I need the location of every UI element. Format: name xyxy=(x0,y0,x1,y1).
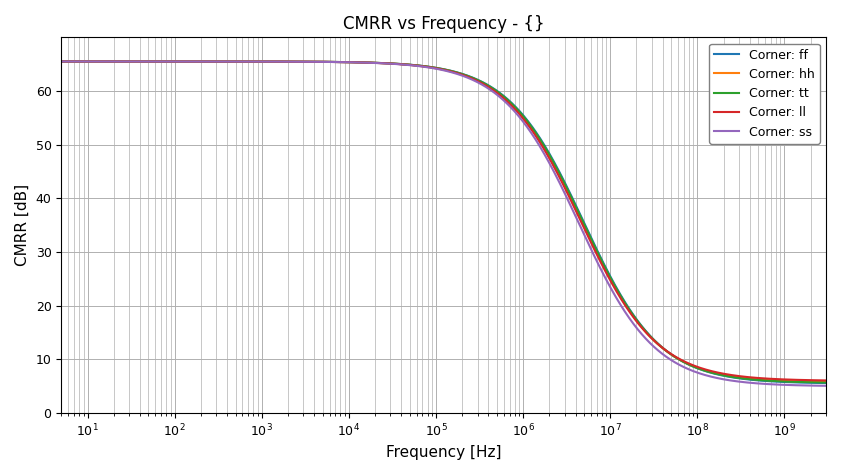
Corner: hh: (1.16e+04, 65.4): hh: (1.16e+04, 65.4) xyxy=(350,59,360,65)
Corner: ss: (1.16e+04, 65.3): ss: (1.16e+04, 65.3) xyxy=(350,59,360,65)
Corner: ll: (166, 65.5): ll: (166, 65.5) xyxy=(189,58,199,64)
Line: Corner: tt: Corner: tt xyxy=(61,61,826,382)
Corner: ll: (5, 65.5): ll: (5, 65.5) xyxy=(56,58,66,64)
Corner: ff: (166, 65.5): ff: (166, 65.5) xyxy=(189,58,199,64)
Corner: ss: (3e+09, 5.09): ss: (3e+09, 5.09) xyxy=(821,383,831,389)
Corner: ll: (50.1, 65.5): ll: (50.1, 65.5) xyxy=(144,58,154,64)
Corner: hh: (166, 65.5): hh: (166, 65.5) xyxy=(189,58,199,64)
Corner: tt: (2.29e+08, 6.86): tt: (2.29e+08, 6.86) xyxy=(723,373,733,379)
Corner: ss: (2.02e+09, 5.13): ss: (2.02e+09, 5.13) xyxy=(806,383,816,389)
Corner: hh: (3e+09, 5.8): hh: (3e+09, 5.8) xyxy=(821,379,831,385)
Corner: tt: (2.79e+04, 65.2): tt: (2.79e+04, 65.2) xyxy=(383,60,393,66)
Title: CMRR vs Frequency - {}: CMRR vs Frequency - {} xyxy=(343,15,544,33)
Corner: ff: (1.16e+04, 65.4): ff: (1.16e+04, 65.4) xyxy=(350,59,360,65)
Corner: ll: (1.16e+04, 65.4): ll: (1.16e+04, 65.4) xyxy=(350,59,360,65)
Corner: ss: (166, 65.5): ss: (166, 65.5) xyxy=(189,58,199,64)
Corner: hh: (5, 65.5): hh: (5, 65.5) xyxy=(56,58,66,64)
Corner: hh: (50.1, 65.5): hh: (50.1, 65.5) xyxy=(144,58,154,64)
Corner: ll: (2.29e+08, 7.17): ll: (2.29e+08, 7.17) xyxy=(723,372,733,378)
Corner: ff: (50.1, 65.5): ff: (50.1, 65.5) xyxy=(144,58,154,64)
Corner: ff: (3e+09, 5.6): ff: (3e+09, 5.6) xyxy=(821,380,831,386)
Corner: ff: (5, 65.5): ff: (5, 65.5) xyxy=(56,58,66,64)
Corner: ll: (3e+09, 6.09): ll: (3e+09, 6.09) xyxy=(821,378,831,383)
Corner: tt: (1.16e+04, 65.4): tt: (1.16e+04, 65.4) xyxy=(350,59,360,65)
Line: Corner: ff: Corner: ff xyxy=(61,61,826,383)
Corner: ss: (50.1, 65.5): ss: (50.1, 65.5) xyxy=(144,58,154,64)
Line: Corner: hh: Corner: hh xyxy=(61,61,826,382)
Corner: ss: (5, 65.5): ss: (5, 65.5) xyxy=(56,58,66,64)
Corner: ss: (2.79e+04, 65.1): ss: (2.79e+04, 65.1) xyxy=(383,61,393,67)
Corner: ss: (2.29e+08, 6.14): ss: (2.29e+08, 6.14) xyxy=(723,377,733,383)
Corner: hh: (2.79e+04, 65.2): hh: (2.79e+04, 65.2) xyxy=(383,60,393,66)
Corner: ff: (2.02e+09, 5.65): ff: (2.02e+09, 5.65) xyxy=(806,380,816,386)
Line: Corner: ss: Corner: ss xyxy=(61,61,826,386)
Corner: hh: (2.02e+09, 5.84): hh: (2.02e+09, 5.84) xyxy=(806,379,816,385)
Corner: tt: (5, 65.5): tt: (5, 65.5) xyxy=(56,58,66,64)
Corner: tt: (166, 65.5): tt: (166, 65.5) xyxy=(189,58,199,64)
Corner: tt: (3e+09, 5.7): tt: (3e+09, 5.7) xyxy=(821,380,831,385)
Legend: Corner: ff, Corner: hh, Corner: tt, Corner: ll, Corner: ss: Corner: ff, Corner: hh, Corner: tt, Corn… xyxy=(709,44,820,143)
Corner: ll: (2.02e+09, 6.14): ll: (2.02e+09, 6.14) xyxy=(806,377,816,383)
Line: Corner: ll: Corner: ll xyxy=(61,61,826,380)
Corner: ll: (2.79e+04, 65.1): ll: (2.79e+04, 65.1) xyxy=(383,61,393,67)
Corner: hh: (2.29e+08, 6.93): hh: (2.29e+08, 6.93) xyxy=(723,373,733,379)
X-axis label: Frequency [Hz]: Frequency [Hz] xyxy=(386,445,501,460)
Corner: tt: (2.02e+09, 5.75): tt: (2.02e+09, 5.75) xyxy=(806,380,816,385)
Y-axis label: CMRR [dB]: CMRR [dB] xyxy=(15,184,30,266)
Corner: ff: (2.29e+08, 6.78): ff: (2.29e+08, 6.78) xyxy=(723,374,733,380)
Corner: ff: (2.79e+04, 65.2): ff: (2.79e+04, 65.2) xyxy=(383,60,393,66)
Corner: tt: (50.1, 65.5): tt: (50.1, 65.5) xyxy=(144,58,154,64)
